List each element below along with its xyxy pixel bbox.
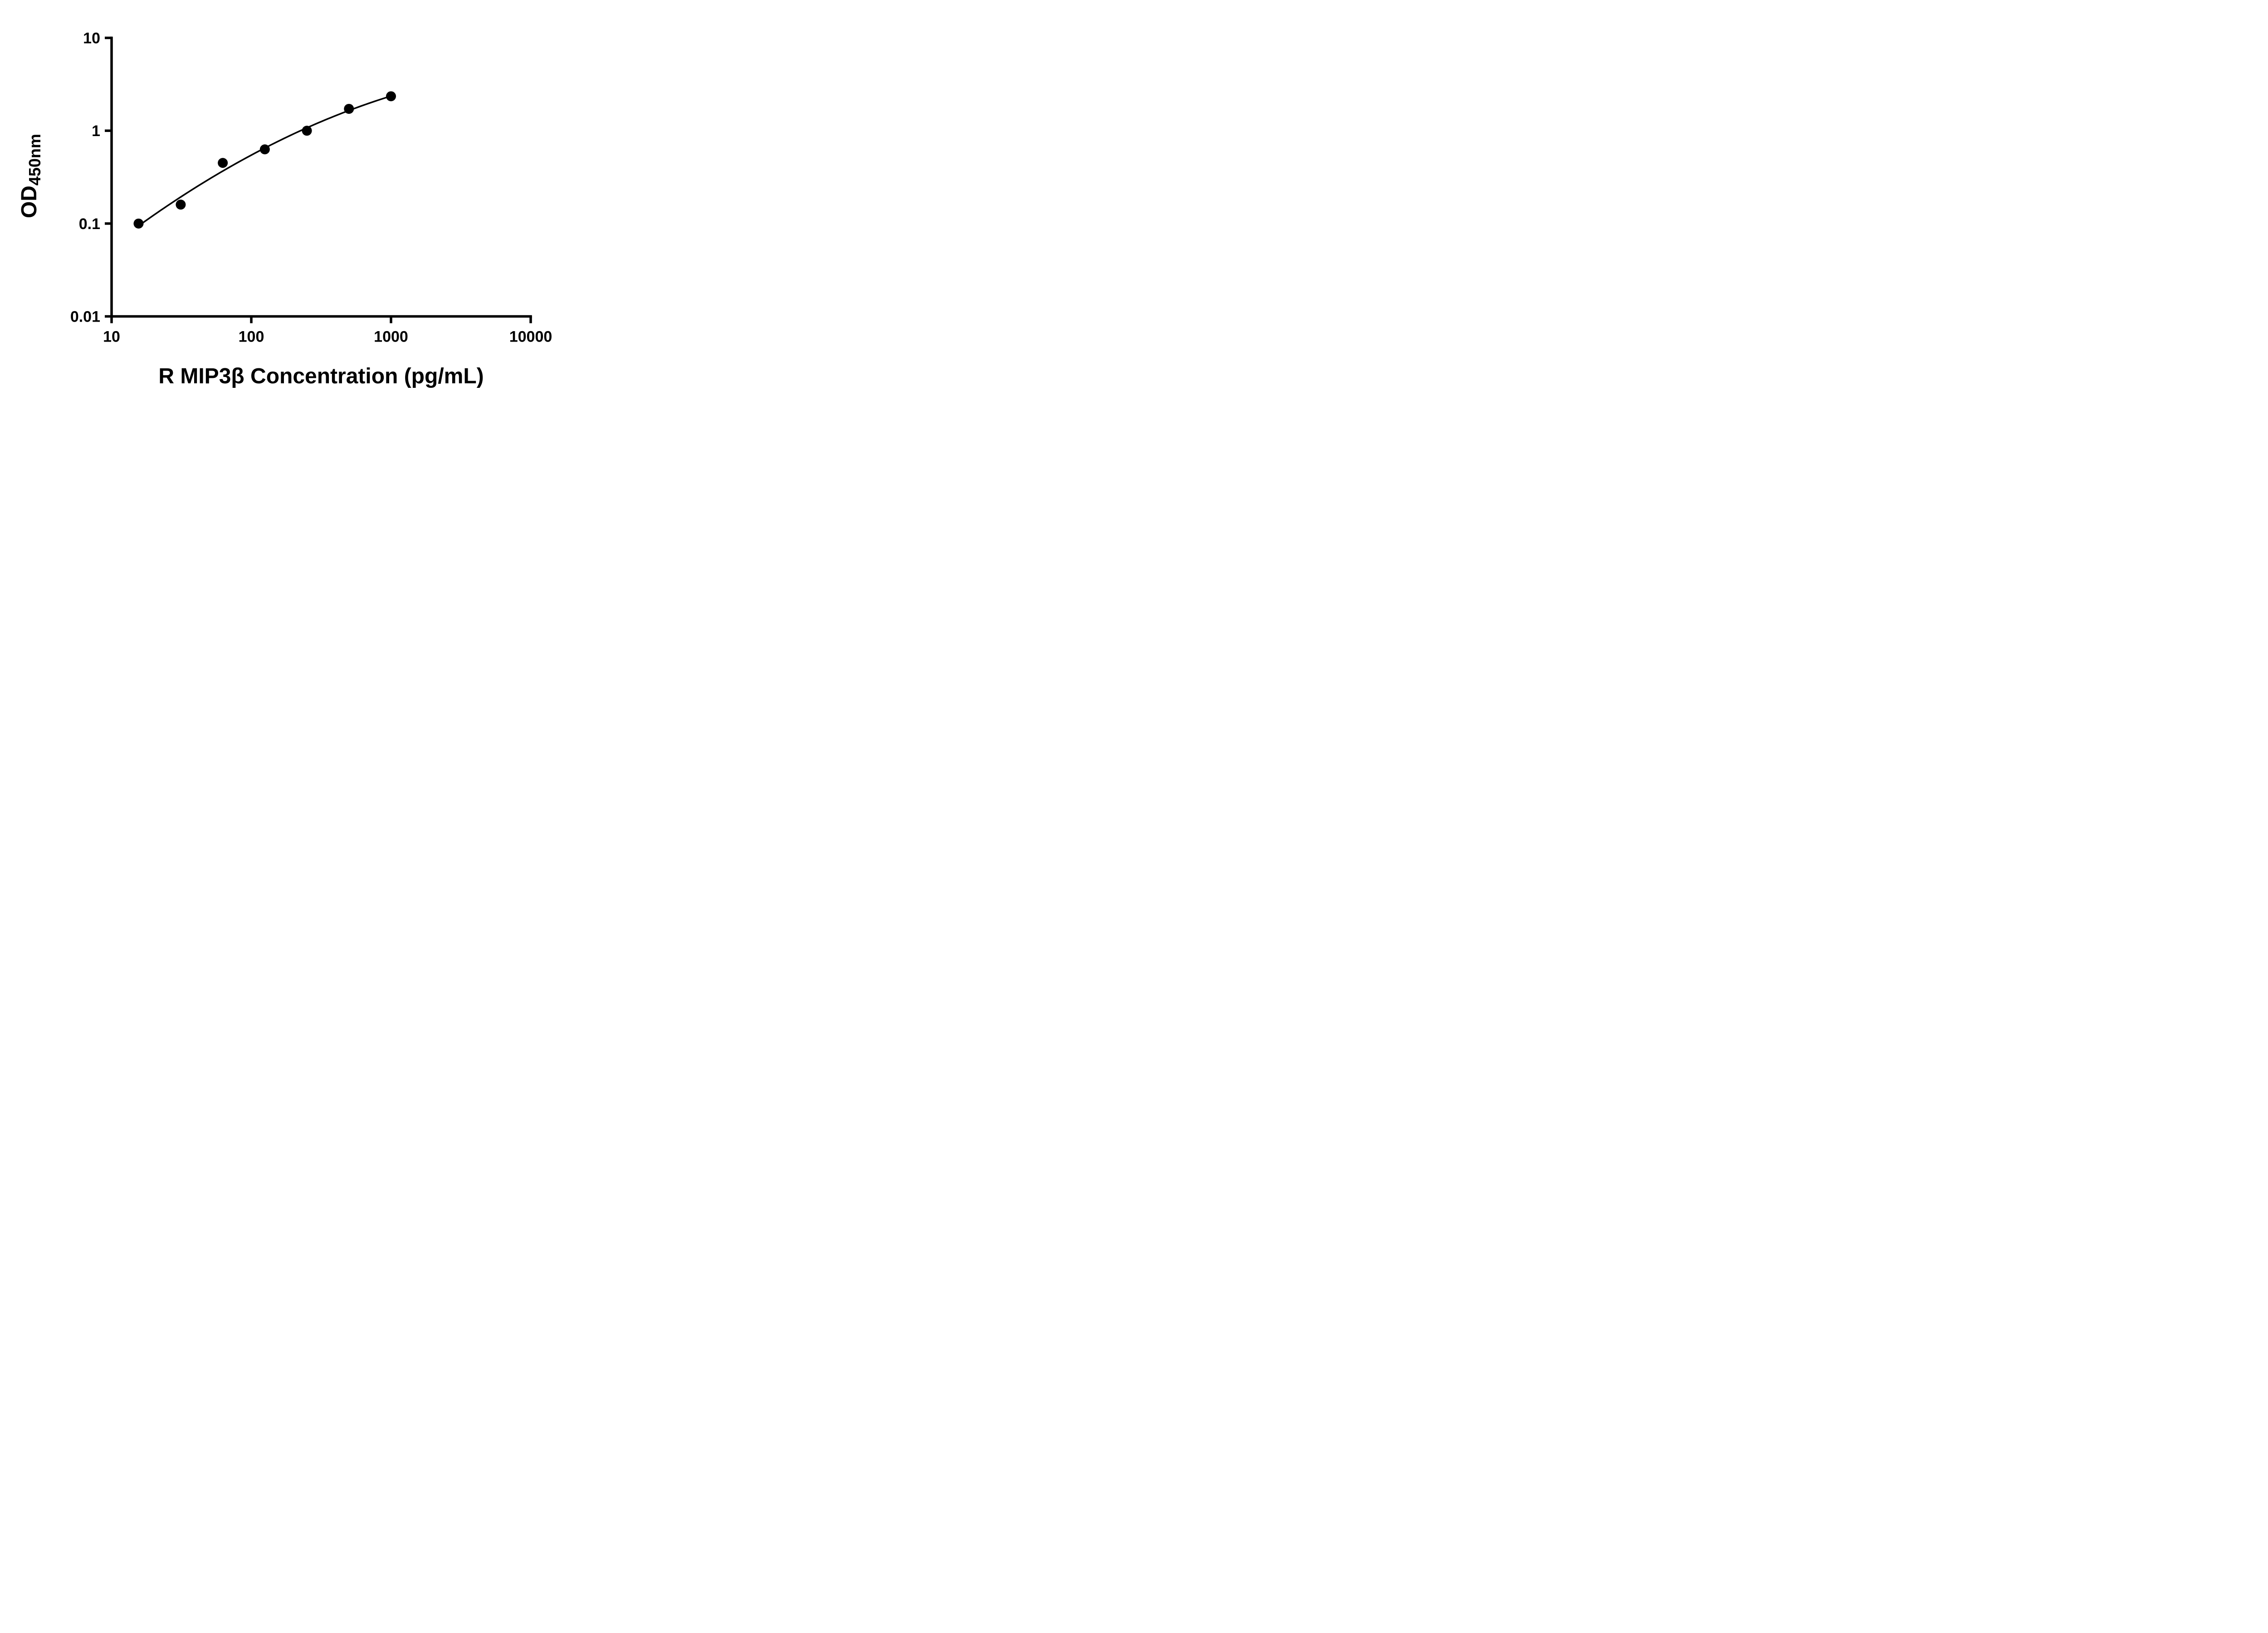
x-tick-label: 100	[239, 328, 264, 346]
data-point	[386, 91, 396, 102]
data-points	[133, 91, 396, 229]
y-axis-title-subscript: 450nm	[25, 134, 44, 186]
axis-ticks	[105, 36, 532, 323]
data-point	[133, 218, 144, 229]
y-axis-title: OD450nm	[17, 134, 44, 218]
x-tick-label: 1000	[374, 328, 408, 346]
y-axis-title-main: OD	[17, 186, 41, 218]
y-tick-label: 0.01	[70, 308, 100, 326]
y-tick-label: 0.1	[79, 215, 100, 233]
data-point	[344, 103, 354, 114]
figure: 10 100 1000 10000 0.01 0.1 1 10 R MIP3β Concent…	[0, 0, 583, 408]
y-tick-label: 1	[92, 122, 100, 140]
data-point	[302, 126, 312, 136]
axes	[110, 36, 532, 318]
axis-spines	[110, 36, 532, 318]
tick-labels: 10 100 1000 10000 0.01 0.1 1 10	[70, 30, 552, 346]
y-tick-label: 10	[83, 30, 100, 47]
standard-curve-chart: 10 100 1000 10000 0.01 0.1 1 10 R MIP3β Concent…	[17, 30, 552, 389]
x-tick-label: 10000	[509, 328, 552, 346]
x-axis-title: R MIP3β Concentration (pg/mL)	[158, 364, 484, 388]
data-point	[259, 144, 270, 155]
x-tick-label: 10	[103, 328, 120, 346]
data-point	[176, 200, 186, 210]
data-point	[218, 158, 228, 168]
